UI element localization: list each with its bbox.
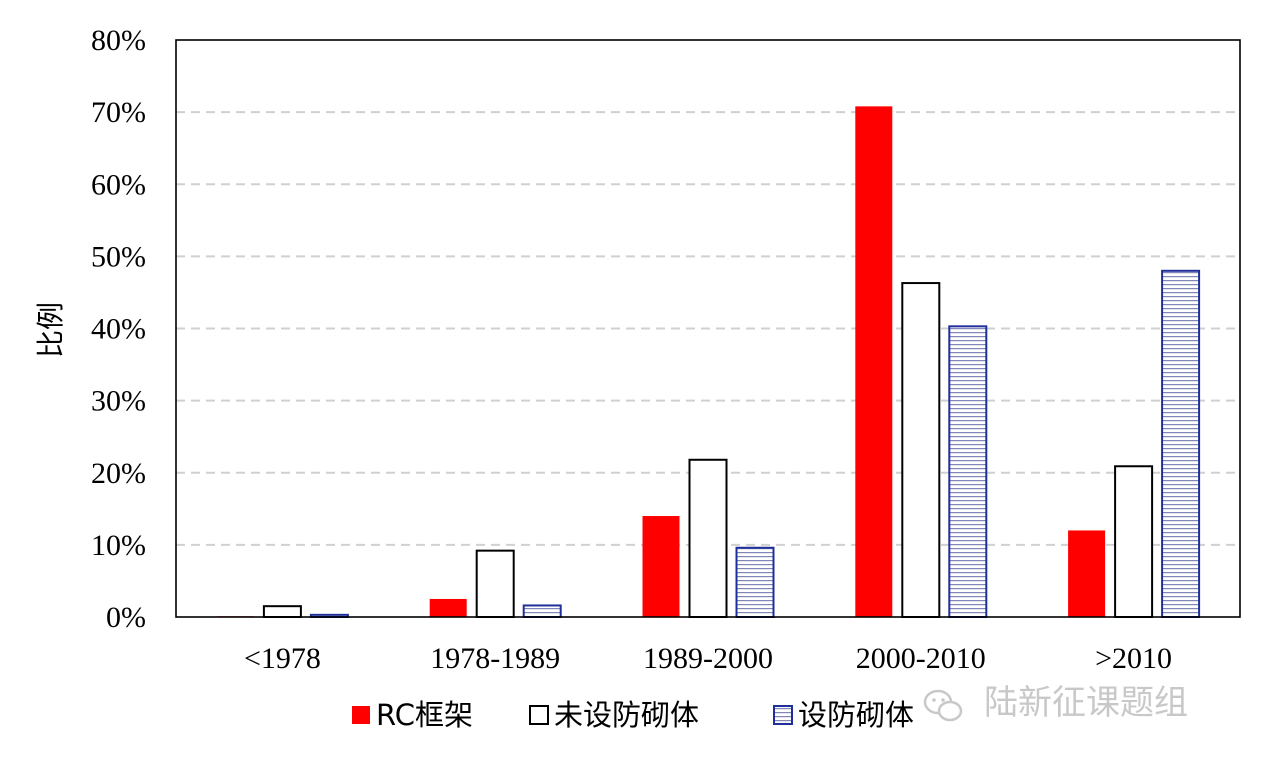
bar: [1161, 269, 1201, 618]
legend-swatch: [773, 705, 793, 725]
legend-swatch: [352, 706, 370, 724]
bar: [1114, 465, 1154, 619]
x-axis-categories: <1978 1978-1989 1989-2000 2000-2010 >2010: [244, 642, 1172, 675]
y-tick-label: 60%: [91, 168, 146, 201]
y-tick-label: 10%: [91, 529, 146, 562]
x-category-label: 2000-2010: [856, 642, 986, 675]
y-tick-label: 0%: [106, 601, 146, 634]
watermark: 陆新征课题组: [923, 683, 1188, 723]
y-tick-label: 70%: [91, 96, 146, 129]
bar: [1068, 530, 1106, 617]
y-axis-title: 比例: [34, 302, 67, 358]
bar: [948, 325, 988, 618]
bar: [855, 106, 893, 617]
plot-frame: [175, 39, 1241, 618]
bar: [642, 516, 680, 617]
legend-swatch: [529, 705, 549, 725]
bar: [688, 458, 728, 618]
y-tick-label: 50%: [91, 240, 146, 273]
legend-label: 设防砌体: [798, 698, 914, 732]
bar: [262, 605, 302, 619]
x-category-label: <1978: [244, 642, 321, 675]
bar: [735, 546, 775, 619]
legend: RC框架 未设防砌体 设防砌体: [352, 698, 914, 732]
legend-label: 未设防砌体: [554, 698, 699, 732]
y-tick-label: 80%: [91, 24, 146, 57]
bar: [901, 282, 941, 618]
x-category-label: >2010: [1095, 642, 1172, 675]
x-category-label: 1989-2000: [643, 642, 773, 675]
y-axis-ticks: 0% 10% 20% 30% 40% 50% 60% 70% 80%: [91, 24, 146, 634]
bar: [429, 598, 467, 617]
legend-label: RC框架: [376, 698, 473, 732]
wechat-icon: [923, 689, 963, 722]
y-tick-label: 40%: [91, 313, 146, 346]
x-category-label: 1978-1989: [430, 642, 560, 675]
y-tick-label: 30%: [91, 385, 146, 418]
bar: [522, 604, 562, 619]
bar: [475, 549, 515, 619]
y-tick-label: 20%: [91, 457, 146, 490]
bars: [216, 106, 1201, 619]
watermark-text: 陆新征课题组: [984, 683, 1188, 723]
